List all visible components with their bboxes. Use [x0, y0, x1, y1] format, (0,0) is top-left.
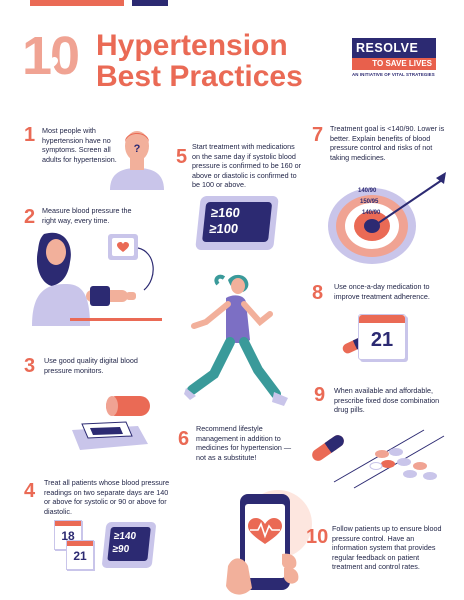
item-text-8: Use once-a-day medication to improve tre… — [334, 282, 430, 301]
woman-measuring-bp-illustration — [32, 232, 162, 326]
running-woman-illustration — [184, 274, 288, 406]
item-number-10: 10 — [306, 526, 329, 548]
item-number-8: 8 — [312, 282, 324, 304]
item-text-1: Most people with hypertension have no sy… — [42, 126, 117, 164]
item-text-6: Recommend lifestyle management in additi… — [196, 424, 292, 462]
item-number-9: 9 — [314, 384, 326, 406]
resolve-logo: RESOLVE TO SAVE LIVES AN INITIATIVE OF V… — [352, 38, 436, 77]
target-label-middle: 150/95 — [360, 199, 379, 205]
page-title: Hypertension Best Practices — [96, 29, 303, 93]
target-illustration: 140/90 150/95 140/90 — [328, 172, 446, 264]
calendar-day-18: 18 — [61, 529, 75, 543]
monitor-5-systolic: ≥160 — [210, 205, 241, 220]
item-text-2: Measure blood pressure the right way, ev… — [42, 206, 132, 225]
top-accent-bar-coral — [30, 0, 124, 6]
item-number-1: 1 — [24, 124, 36, 146]
item-number-3: 3 — [24, 355, 36, 377]
item-text-4: Treat all patients whose blood pressure … — [44, 478, 170, 516]
logo-main: RESOLVE — [352, 38, 436, 58]
bp-monitor-illustration-4: ≥140 ≥90 — [101, 522, 157, 568]
item-number-6: 6 — [178, 428, 190, 450]
item-text-5: Start treatment with medications on the … — [192, 142, 302, 190]
heart-icon — [44, 57, 58, 69]
item-text-3: Use good quality digital blood pressure … — [44, 356, 138, 375]
item-text-9: When available and affordable, prescribe… — [334, 386, 440, 415]
calendar-illustration-4b: 21 — [66, 540, 94, 570]
logo-tagline: AN INITIATIVE OF VITAL STRATEGIES — [352, 72, 435, 77]
item-text-7: Treatment goal is <140/90. Lower is bett… — [330, 124, 445, 162]
top-accent-bar-navy — [132, 0, 168, 6]
pills-illustration-9 — [312, 429, 445, 489]
logo-sub: TO SAVE LIVES — [352, 58, 436, 70]
monitor-4-diastolic: ≥90 — [111, 544, 130, 555]
bp-monitor-illustration-5: ≥160 ≥100 — [195, 196, 279, 250]
big-ten-number: 10 — [22, 26, 80, 86]
person-no-symptoms-illustration: ? — [110, 131, 164, 190]
monitor-5-diastolic: ≥100 — [208, 221, 240, 236]
monitor-4-systolic: ≥140 — [113, 531, 137, 542]
digital-bp-monitor-illustration — [72, 396, 150, 450]
target-label-inner: 140/90 — [362, 210, 381, 216]
item-number-4: 4 — [24, 480, 36, 502]
target-label-outer: 140/90 — [358, 188, 377, 194]
item-number-5: 5 — [176, 146, 188, 168]
svg-text:?: ? — [134, 143, 141, 155]
item-number-7: 7 — [312, 124, 324, 146]
item-number-2: 2 — [24, 206, 36, 228]
calendar-day-21: 21 — [73, 549, 87, 563]
calendar-day-21-large: 21 — [370, 329, 394, 351]
calendar-illustration-8: 21 — [358, 314, 406, 360]
item-text-10: Follow patients up to ensure blood press… — [332, 524, 442, 572]
phone-in-hand-illustration — [226, 490, 312, 595]
